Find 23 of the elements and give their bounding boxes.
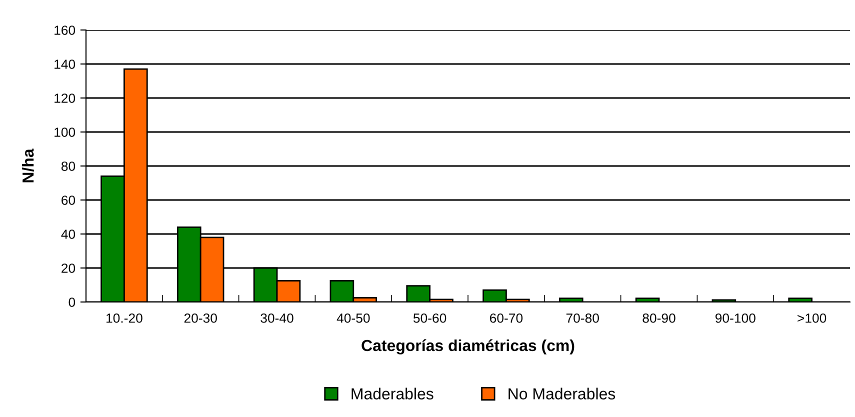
x-tick-label: 70-80 [566, 313, 599, 323]
x-tick-label: >100 [798, 313, 826, 323]
y-tick-label: 160 [54, 26, 76, 35]
y-tick-label: 40 [61, 230, 76, 239]
legend-label: No Maderables [508, 388, 616, 400]
x-tick-label: 60-70 [490, 313, 523, 323]
y-tick-label: 140 [54, 60, 76, 69]
x-tick-label: 10.-20 [106, 313, 142, 323]
y-tick-label: 80 [61, 162, 76, 171]
y-tick-label: 100 [54, 128, 76, 137]
legend-label: Maderables [352, 388, 434, 400]
y-tick-label: 0 [68, 298, 76, 307]
x-tick-label: 80-90 [642, 313, 676, 323]
y-tick-label: 60 [62, 196, 76, 205]
y-axis-title: N/ha [22, 148, 34, 182]
x-tick-label: 20-30 [184, 313, 217, 323]
y-tick-label: 20 [62, 264, 76, 273]
x-tick-label: 40-50 [336, 313, 370, 323]
x-axis-title: Categorías diamétricas (cm) [362, 339, 574, 354]
y-tick-label: 120 [54, 94, 76, 103]
x-tick-label: 30-40 [260, 313, 294, 323]
x-tick-label: 50-60 [413, 313, 446, 323]
x-tick-label: 90-100 [715, 313, 756, 323]
